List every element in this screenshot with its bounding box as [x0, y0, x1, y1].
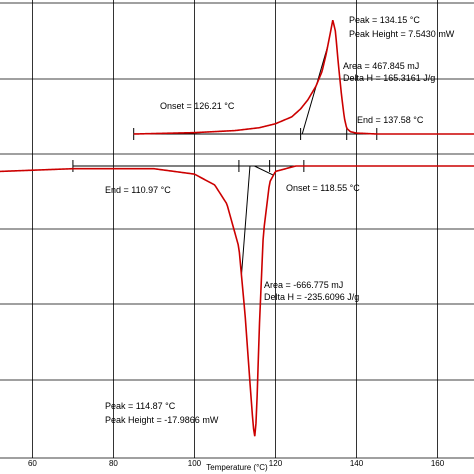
crystallization-peak-height-label: Peak Height = -17.9866 mW — [105, 415, 219, 425]
melting-area-label: Area = 467.845 mJ — [343, 61, 419, 71]
grid-lines — [0, 0, 474, 459]
crystallization-onset-label: Onset = 118.55 °C — [286, 183, 360, 193]
x-axis-title: Temperature (°C) — [206, 463, 268, 472]
melting-onset-label: Onset = 126.21 °C — [160, 101, 235, 111]
x-tick-label: 140 — [350, 459, 364, 468]
crystallization-delta-h-label: Delta H = -235.6096 J/g — [264, 292, 359, 302]
dsc-curves — [0, 20, 474, 437]
melting-peak-label: Peak = 134.15 °C — [349, 15, 420, 25]
tangent-line — [301, 45, 329, 135]
x-tick-label: 100 — [188, 459, 202, 468]
crystallization-end-label: End = 110.97 °C — [105, 185, 171, 195]
melting-peak-height-label: Peak Height = 7.5430 mW — [349, 29, 455, 39]
tangent-line — [254, 165, 274, 176]
x-tick-label: 80 — [109, 459, 118, 468]
tangent-line — [240, 165, 251, 276]
x-tick-label: 60 — [28, 459, 37, 468]
melting-curve — [133, 20, 474, 135]
crystallization-curve — [0, 165, 474, 437]
melting-end-label: End = 137.58 °C — [357, 115, 424, 125]
x-tick-label: 160 — [431, 459, 445, 468]
crystallization-area-label: Area = -666.775 mJ — [264, 280, 343, 290]
x-tick-label: 120 — [269, 459, 283, 468]
melting-delta-h-label: Delta H = 165.3161 J/g — [343, 73, 435, 83]
crystallization-peak-label: Peak = 114.87 °C — [105, 401, 176, 411]
x-tick-labels: 60 80 100 120 140 160 — [28, 459, 445, 468]
construction-lines — [72, 45, 378, 276]
